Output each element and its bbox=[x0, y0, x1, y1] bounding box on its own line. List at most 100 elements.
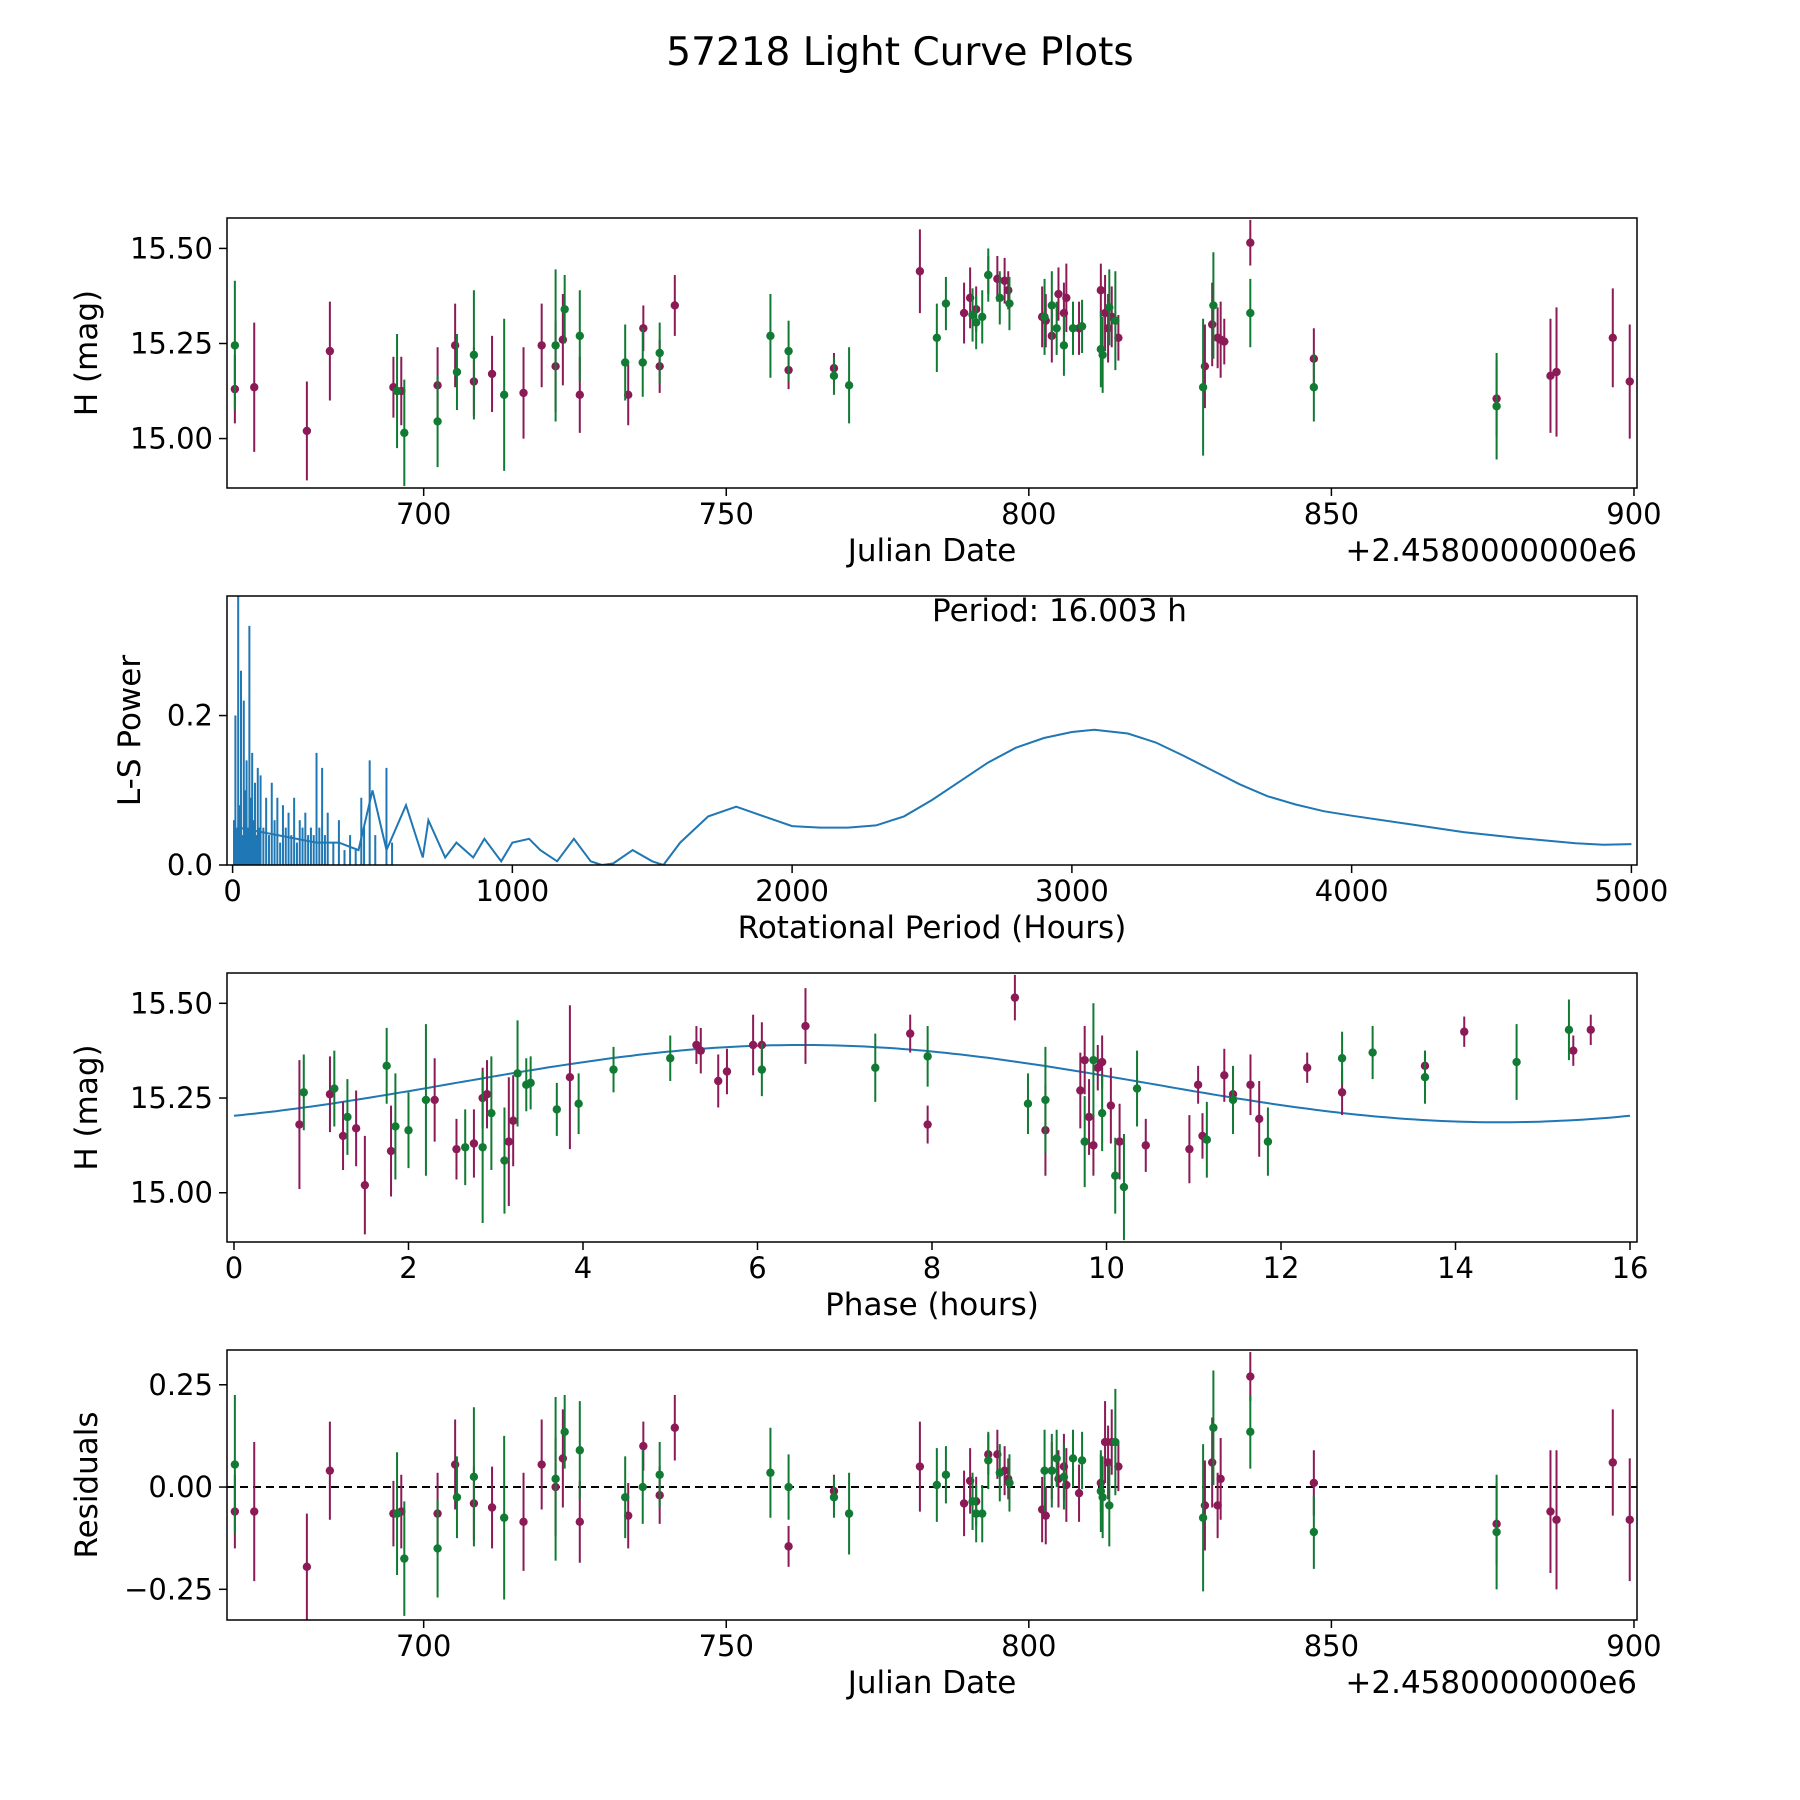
marker bbox=[469, 350, 479, 360]
marker bbox=[1097, 1057, 1107, 1067]
marker bbox=[722, 1067, 732, 1076]
data-point-green bbox=[1198, 318, 1208, 456]
marker bbox=[1059, 341, 1069, 350]
data-point-green bbox=[1111, 1137, 1120, 1214]
marker bbox=[1141, 1141, 1150, 1150]
data-point-green bbox=[1059, 1444, 1069, 1510]
marker bbox=[421, 1095, 431, 1105]
marker bbox=[1246, 238, 1255, 247]
data-point-magenta bbox=[351, 1090, 361, 1167]
marker bbox=[1000, 276, 1009, 285]
marker bbox=[469, 1472, 479, 1482]
data-point-magenta bbox=[1546, 1450, 1555, 1573]
data-point-green bbox=[404, 1092, 413, 1169]
marker bbox=[433, 417, 442, 426]
marker bbox=[714, 1076, 723, 1086]
x-tick-label: 800 bbox=[1001, 1629, 1056, 1663]
data-point-green bbox=[1005, 276, 1014, 331]
data-point-magenta bbox=[1080, 1026, 1089, 1095]
data-point-magenta bbox=[537, 303, 546, 388]
marker bbox=[1052, 1454, 1061, 1463]
marker bbox=[995, 293, 1004, 303]
axes-frame bbox=[226, 972, 1638, 1243]
x-axis-label: Julian Date bbox=[846, 533, 1017, 569]
data-point-green bbox=[487, 1056, 496, 1171]
axes-frame bbox=[226, 217, 1638, 489]
marker bbox=[1209, 1423, 1218, 1432]
data-point-magenta bbox=[1010, 974, 1020, 1021]
data-point-magenta bbox=[1625, 324, 1634, 439]
data-point-green bbox=[1564, 999, 1574, 1061]
marker bbox=[844, 381, 854, 390]
marker bbox=[1052, 324, 1061, 333]
data-point-green bbox=[1077, 1431, 1087, 1490]
marker bbox=[1608, 1458, 1617, 1467]
axes-frame bbox=[226, 1349, 1638, 1621]
data-point-green bbox=[1337, 1031, 1347, 1085]
data-point-green bbox=[1059, 314, 1069, 376]
marker bbox=[1625, 377, 1634, 386]
marker bbox=[1004, 286, 1013, 295]
marker bbox=[1041, 1095, 1050, 1105]
data-point-green bbox=[666, 1035, 675, 1081]
x-tick-label: 1000 bbox=[475, 874, 549, 908]
data-point-magenta bbox=[1254, 1080, 1264, 1157]
data-point-magenta bbox=[1216, 1437, 1225, 1520]
marker bbox=[1076, 1086, 1085, 1095]
data-point-green bbox=[1202, 1101, 1212, 1178]
marker bbox=[1546, 1507, 1555, 1516]
marker bbox=[1093, 1063, 1102, 1072]
data-point-green bbox=[574, 1073, 583, 1135]
data-point-magenta bbox=[692, 1026, 701, 1064]
y-axis-label: Residuals bbox=[69, 1411, 105, 1558]
marker bbox=[971, 1509, 981, 1518]
marker bbox=[404, 1126, 413, 1135]
marker bbox=[784, 1482, 793, 1492]
marker bbox=[1209, 301, 1218, 310]
data-point-green bbox=[1077, 299, 1087, 353]
x-tick-label: 700 bbox=[396, 497, 451, 531]
marker bbox=[915, 1462, 925, 1471]
marker bbox=[1054, 289, 1063, 299]
marker bbox=[1089, 1141, 1098, 1150]
marker bbox=[1198, 383, 1208, 392]
data-point-magenta bbox=[386, 1105, 396, 1197]
data-point-magenta bbox=[1093, 1044, 1102, 1091]
data-point-green bbox=[829, 1476, 839, 1518]
marker bbox=[871, 1063, 880, 1072]
data-point-magenta bbox=[487, 1466, 497, 1549]
marker bbox=[392, 1509, 402, 1518]
data-point-magenta bbox=[1220, 318, 1229, 365]
data-point-magenta bbox=[1608, 1409, 1617, 1516]
data-point-green bbox=[452, 1456, 462, 1539]
marker bbox=[1068, 324, 1078, 333]
marker bbox=[360, 1180, 370, 1190]
marker bbox=[1512, 1057, 1521, 1067]
marker bbox=[508, 1116, 518, 1125]
marker bbox=[302, 1562, 312, 1572]
data-point-magenta bbox=[519, 1472, 528, 1571]
x-tick-label: 800 bbox=[1001, 497, 1056, 531]
data-point-green bbox=[871, 1033, 880, 1102]
data-point-magenta bbox=[1076, 1052, 1085, 1129]
marker bbox=[452, 1493, 462, 1502]
marker bbox=[984, 1456, 993, 1465]
data-point-green bbox=[1132, 1050, 1142, 1127]
marker bbox=[1202, 1135, 1212, 1144]
marker bbox=[386, 1146, 396, 1156]
data-point-magenta bbox=[1041, 1487, 1050, 1545]
data-point-magenta bbox=[302, 1513, 312, 1620]
data-point-magenta bbox=[1460, 1016, 1469, 1047]
data-point-green bbox=[1047, 1433, 1057, 1508]
data-point-green bbox=[978, 1485, 987, 1543]
data-point-magenta bbox=[325, 1056, 335, 1133]
data-point-green bbox=[1089, 1003, 1098, 1117]
marker bbox=[295, 1120, 304, 1129]
data-point-magenta bbox=[519, 347, 528, 439]
y-tick-label: −0.25 bbox=[124, 1572, 213, 1606]
data-point-green bbox=[299, 1054, 308, 1131]
data-point-magenta bbox=[250, 1442, 259, 1582]
marker bbox=[1111, 316, 1120, 325]
marker bbox=[1608, 333, 1617, 342]
data-point-green bbox=[784, 320, 793, 382]
